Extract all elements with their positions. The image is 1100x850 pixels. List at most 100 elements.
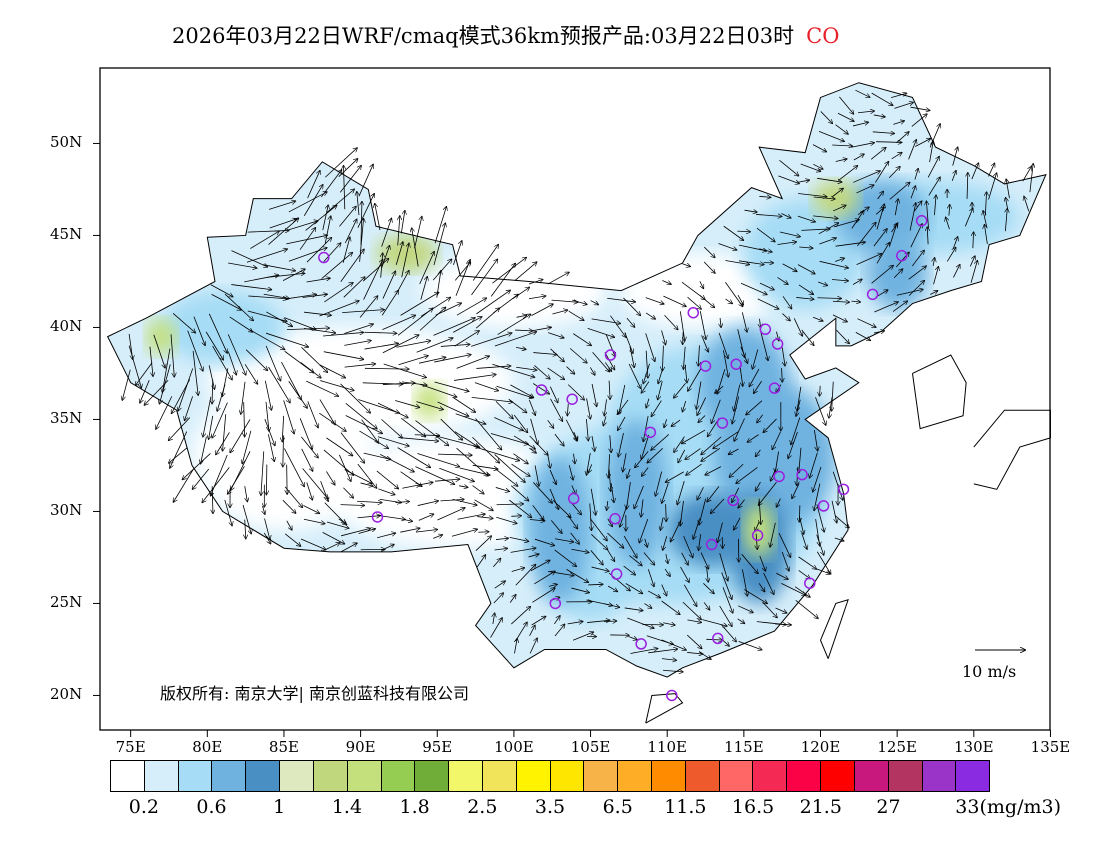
wind-arrow bbox=[834, 538, 844, 541]
wind-arrow bbox=[973, 232, 974, 249]
wind-arrow bbox=[303, 185, 322, 216]
wind-arrow bbox=[415, 420, 449, 446]
wind-arrow bbox=[725, 260, 749, 265]
wind-arrow bbox=[567, 515, 577, 529]
wind-arrow bbox=[472, 485, 483, 494]
wind-arrow bbox=[490, 264, 515, 297]
wind-scale-label: 10 m/s bbox=[962, 662, 1017, 681]
wind-arrow bbox=[648, 649, 677, 654]
wind-arrow bbox=[641, 434, 650, 459]
wind-arrow bbox=[685, 364, 687, 383]
concentration-contour bbox=[192, 382, 376, 530]
wind-arrow bbox=[573, 431, 578, 440]
wind-arrow bbox=[364, 343, 399, 350]
wind-arrow bbox=[284, 448, 304, 486]
wind-arrow bbox=[952, 147, 958, 166]
wind-arrow bbox=[358, 164, 373, 197]
wind-arrow bbox=[490, 618, 503, 638]
wind-arrow bbox=[322, 205, 328, 231]
wind-arrow bbox=[323, 243, 341, 262]
wind-arrow bbox=[496, 504, 524, 505]
wind-arrow bbox=[568, 310, 584, 320]
wind-arrow bbox=[282, 269, 305, 281]
colorbar-swatch bbox=[516, 761, 551, 791]
wind-arrow bbox=[608, 454, 609, 478]
wind-arrow bbox=[908, 266, 926, 280]
wind-arrow bbox=[326, 521, 349, 528]
wind-arrow bbox=[908, 140, 917, 160]
wind-arrow bbox=[550, 348, 564, 362]
wind-arrow bbox=[624, 332, 633, 353]
wind-arrow bbox=[686, 463, 702, 475]
colorbar-label: 21.5 bbox=[799, 796, 842, 818]
wind-arrow bbox=[700, 552, 708, 569]
wind-arrow bbox=[702, 619, 727, 627]
monitoring-stations bbox=[318, 214, 928, 702]
wind-arrow bbox=[778, 533, 790, 557]
wind-arrow bbox=[607, 585, 617, 591]
wind-arrow bbox=[739, 244, 766, 251]
wind-arrow bbox=[915, 139, 930, 147]
wind-arrow bbox=[645, 297, 664, 304]
wind-arrow bbox=[381, 253, 383, 278]
wind-arrow bbox=[490, 433, 528, 445]
wind-arrow bbox=[590, 503, 592, 530]
station-marker bbox=[644, 426, 657, 439]
wind-arrow bbox=[549, 469, 556, 484]
wind-arrow bbox=[928, 177, 940, 196]
wind-arrow bbox=[363, 452, 391, 459]
wind-arrow bbox=[492, 363, 534, 377]
wind-arrow bbox=[209, 415, 214, 439]
wind-arrow bbox=[415, 466, 454, 485]
wind-arrow bbox=[635, 451, 649, 467]
wind-arrow bbox=[192, 468, 210, 489]
wind-arrow bbox=[534, 365, 549, 378]
wind-arrow bbox=[590, 300, 599, 305]
wind-arrow bbox=[722, 587, 733, 613]
wind-arrow bbox=[870, 148, 886, 160]
wind-arrow bbox=[967, 173, 968, 199]
wind-arrow bbox=[587, 452, 591, 475]
wind-arrow bbox=[664, 314, 678, 329]
wind-arrow bbox=[949, 205, 950, 216]
wind-arrow bbox=[737, 605, 753, 613]
station-marker bbox=[773, 470, 785, 483]
wind-arrow bbox=[643, 363, 650, 384]
lat-label: 25N bbox=[50, 593, 83, 612]
colorbar-swatch bbox=[821, 761, 855, 791]
wind-arrow bbox=[738, 640, 762, 649]
wind-arrow bbox=[514, 262, 537, 281]
wind-arrow bbox=[456, 356, 490, 369]
wind-arrow bbox=[511, 568, 525, 572]
wind-arrow bbox=[809, 452, 818, 478]
wind-arrow bbox=[607, 532, 623, 548]
wind-arrow bbox=[245, 349, 267, 371]
wind-arrow bbox=[454, 431, 478, 447]
wind-arrow bbox=[284, 486, 302, 507]
lon-label: 95E bbox=[422, 738, 453, 756]
wind-arrow bbox=[836, 329, 849, 343]
wind-arrow bbox=[909, 203, 916, 231]
wind-arrow bbox=[212, 345, 232, 380]
wind-arrow bbox=[591, 566, 609, 571]
station-marker bbox=[635, 638, 647, 650]
wind-arrow bbox=[495, 538, 508, 539]
colorbar-swatch bbox=[246, 761, 281, 791]
wind-arrow bbox=[815, 397, 825, 425]
wind-arrow bbox=[627, 468, 631, 478]
wind-arrow bbox=[420, 277, 427, 300]
wind-arrow bbox=[364, 368, 409, 369]
wind-arrow bbox=[283, 400, 295, 433]
wind-arrow bbox=[758, 481, 777, 505]
lon-label: 75E bbox=[115, 738, 146, 756]
wind-arrow bbox=[547, 367, 565, 379]
wind-arrow bbox=[799, 505, 800, 521]
wind-arrow bbox=[609, 380, 610, 400]
wind-arrow bbox=[933, 267, 939, 285]
wind-arrow bbox=[911, 114, 927, 127]
wind-arrow bbox=[772, 431, 781, 450]
wind-arrow bbox=[896, 289, 923, 296]
wind-arrow bbox=[529, 638, 537, 654]
wind-arrow bbox=[440, 499, 463, 500]
wind-arrow bbox=[396, 341, 431, 348]
